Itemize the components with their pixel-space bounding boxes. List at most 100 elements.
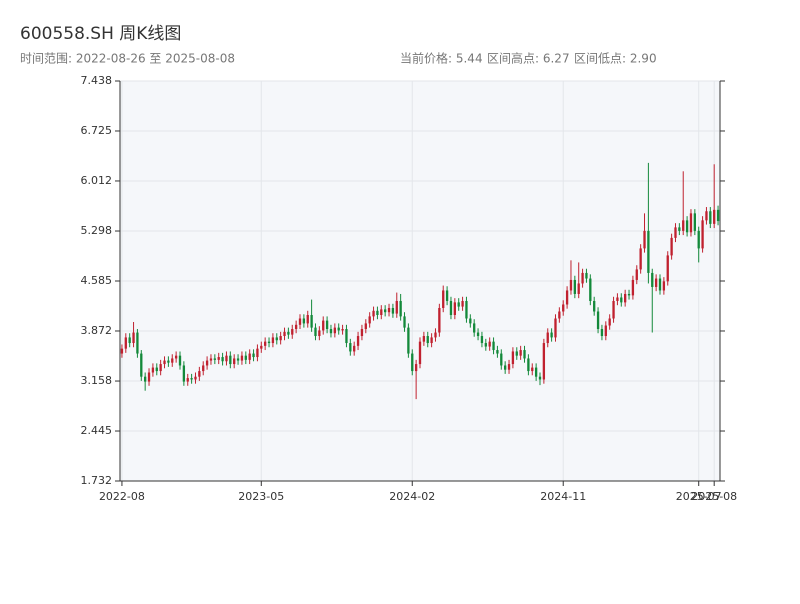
candle-body xyxy=(461,300,464,307)
candle-body xyxy=(411,353,414,372)
candle-body xyxy=(318,330,321,337)
candle-body xyxy=(380,309,383,315)
candle-body xyxy=(445,290,449,301)
candle-body xyxy=(151,367,155,373)
candle-body xyxy=(167,360,170,363)
candle-body xyxy=(159,364,162,372)
candle-body xyxy=(465,300,468,319)
candle-body xyxy=(283,331,286,337)
candle-body xyxy=(643,230,646,249)
candle-body xyxy=(372,310,375,317)
candle-body xyxy=(608,318,611,326)
candle-body xyxy=(306,314,309,324)
x-tick-label: 2023-05 xyxy=(238,490,284,503)
candle-body xyxy=(531,367,534,372)
candle-body xyxy=(229,355,232,365)
candle-body xyxy=(457,302,460,307)
candle-body xyxy=(480,336,484,344)
candle-body xyxy=(697,230,700,249)
candle-body xyxy=(395,300,398,314)
candle-body xyxy=(256,348,259,358)
candle-body xyxy=(647,230,650,273)
candle-body xyxy=(302,318,306,324)
candle-body xyxy=(438,307,441,333)
candle-body xyxy=(236,358,240,361)
candle-body xyxy=(569,279,573,291)
x-tick-label: 2022-08 xyxy=(99,490,145,503)
candle-body xyxy=(345,329,348,344)
candle-body xyxy=(693,213,696,231)
y-tick-label: 6.725 xyxy=(81,124,113,137)
y-tick-label: 7.438 xyxy=(81,74,113,87)
candle-body xyxy=(500,353,503,366)
candle-body xyxy=(616,297,619,301)
candle-body xyxy=(384,309,387,313)
candle-body xyxy=(507,364,511,370)
candle-body xyxy=(120,348,124,354)
candle-body xyxy=(651,272,654,287)
candle-body xyxy=(716,209,720,222)
candle-body xyxy=(442,290,445,308)
candle-body xyxy=(414,364,418,372)
candle-body xyxy=(484,343,487,347)
candle-body xyxy=(136,332,139,354)
candle-body xyxy=(434,332,437,338)
candle-body xyxy=(124,337,127,349)
candle-body xyxy=(221,357,224,362)
candle-body xyxy=(279,336,282,341)
candle-body xyxy=(627,293,631,296)
candle-body xyxy=(310,314,313,328)
candle-body xyxy=(364,323,367,330)
candle-body xyxy=(140,353,143,377)
candle-body xyxy=(589,278,592,301)
candle-body xyxy=(291,329,294,335)
candle-body xyxy=(244,355,247,360)
candle-body xyxy=(271,337,275,344)
candle-body xyxy=(573,279,576,294)
candle-body xyxy=(298,318,302,325)
candle-body xyxy=(453,302,456,315)
candle-body xyxy=(252,353,255,358)
candle-body xyxy=(260,345,263,349)
candle-body xyxy=(418,341,422,365)
candle-body xyxy=(267,341,271,344)
candle-body xyxy=(469,318,472,324)
candle-body xyxy=(132,332,135,344)
candle-body xyxy=(624,293,627,303)
candle-body xyxy=(674,227,677,238)
candle-body xyxy=(399,300,402,317)
candle-body xyxy=(147,372,151,382)
candle-body xyxy=(202,365,205,372)
y-tick-label: 3.158 xyxy=(81,374,113,387)
candle-body xyxy=(713,209,716,224)
candle-body xyxy=(620,297,623,303)
candle-body xyxy=(449,300,453,315)
candle-body xyxy=(190,378,193,380)
candle-body xyxy=(670,237,673,256)
candle-body xyxy=(476,332,480,337)
candle-body xyxy=(217,357,220,360)
info-text: 区间高点: 6.27 xyxy=(487,51,570,66)
candle-body xyxy=(585,272,588,279)
y-tick-label: 3.872 xyxy=(81,324,113,337)
candle-body xyxy=(546,332,549,344)
candle-body xyxy=(554,318,557,338)
candle-body xyxy=(666,255,669,282)
y-tick-label: 4.585 xyxy=(81,274,113,287)
candle-body xyxy=(593,300,596,312)
candle-body xyxy=(705,211,708,221)
candle-body xyxy=(287,331,290,335)
candle-body xyxy=(430,337,433,344)
candle-body xyxy=(658,278,662,291)
candle-body xyxy=(534,367,538,377)
candle-body xyxy=(387,307,391,313)
candle-body xyxy=(473,323,476,333)
candle-body xyxy=(329,329,333,334)
candle-body xyxy=(504,365,507,370)
candle-body xyxy=(128,337,131,344)
candle-body xyxy=(682,220,685,231)
candle-body xyxy=(182,365,186,382)
candle-body xyxy=(701,220,704,249)
candle-body xyxy=(550,332,553,338)
